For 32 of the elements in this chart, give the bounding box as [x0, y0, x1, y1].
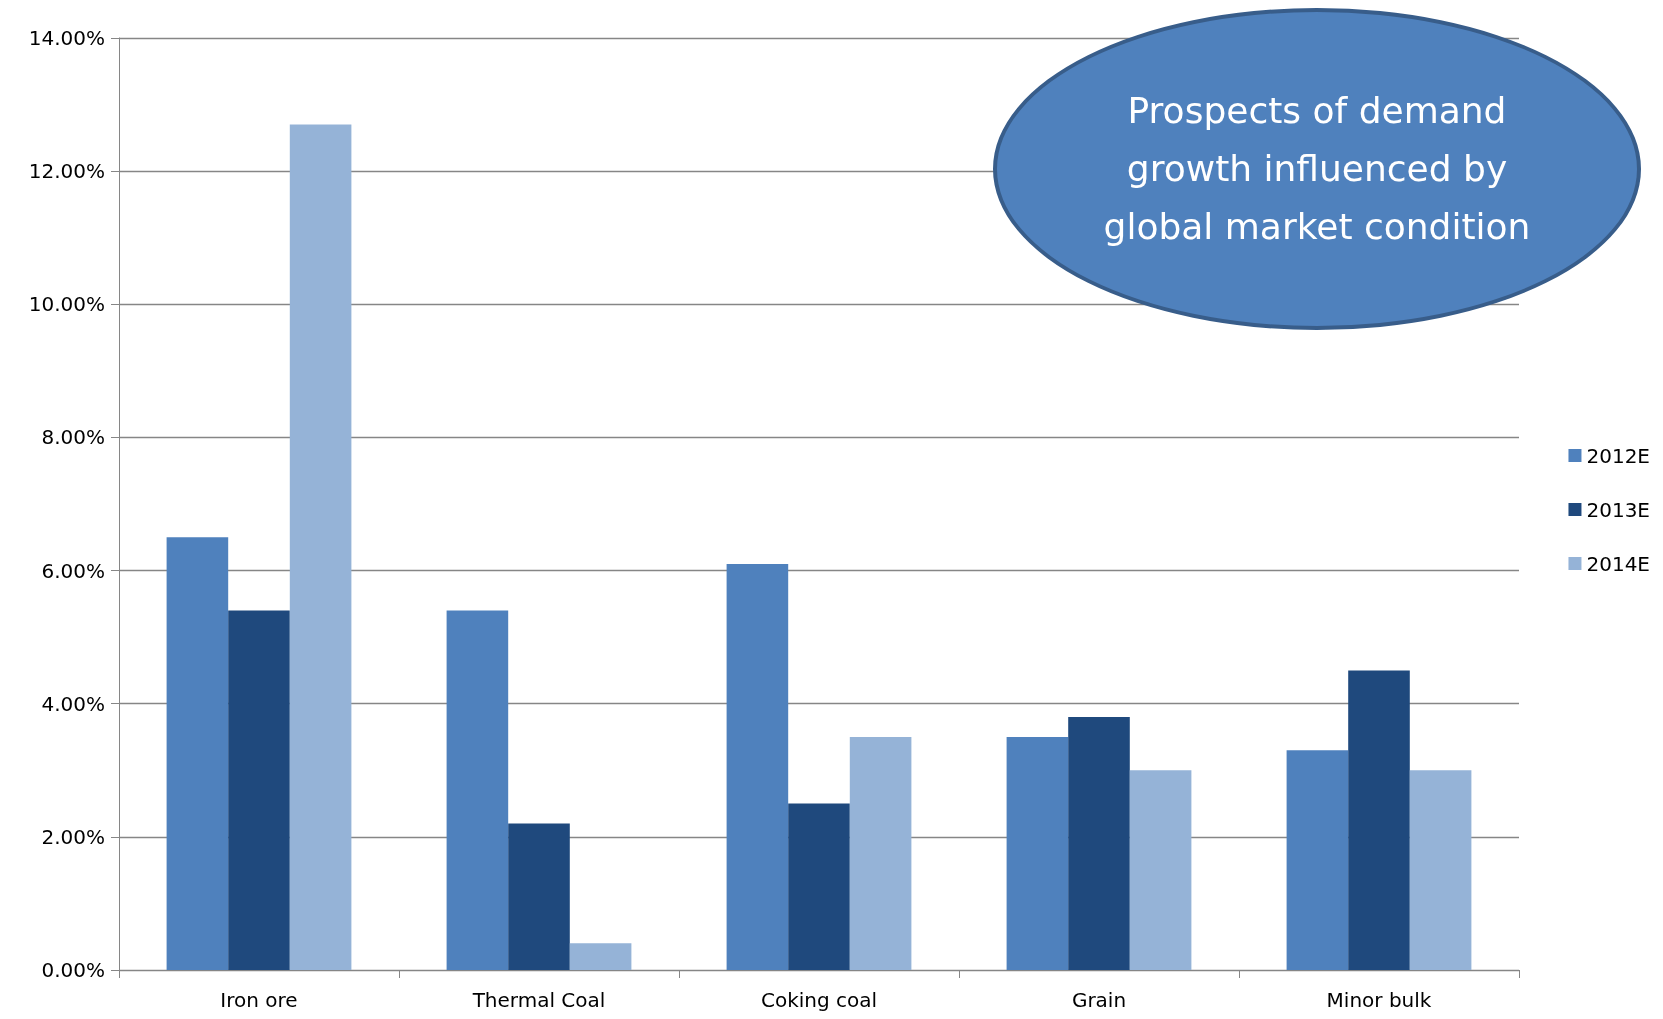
bar	[289, 124, 352, 970]
bar	[788, 803, 850, 970]
x-tick-label: Minor bulk	[1326, 988, 1432, 1012]
y-tick-label: 8.00%	[41, 425, 105, 450]
x-tick-label: Coking coal	[760, 988, 878, 1012]
x-tick-label: Iron ore	[220, 988, 298, 1012]
bar	[849, 737, 912, 970]
bar	[508, 823, 570, 970]
bar	[1129, 770, 1192, 970]
x-tick-label: Thermal Coal	[471, 988, 606, 1012]
oval-callout: Prospects of demand growth influenced by global market condition	[993, 8, 1641, 330]
y-tick-label: 12.00%	[28, 159, 105, 184]
y-tick-label: 6.00%	[41, 558, 105, 583]
bar	[1348, 670, 1410, 970]
bar	[726, 563, 789, 970]
y-tick-label: 10.00%	[28, 292, 105, 317]
bar	[1286, 750, 1349, 970]
bar	[228, 610, 290, 970]
bar	[569, 943, 632, 970]
x-tick-label: Grain	[1071, 988, 1127, 1012]
bar	[1409, 770, 1472, 970]
legend-label: 2012E	[1586, 443, 1651, 468]
y-tick-label: 0.00%	[41, 958, 105, 982]
bar	[166, 537, 229, 970]
y-tick-label: 4.00%	[41, 691, 105, 716]
bar	[1068, 717, 1130, 970]
legend-label: 2014E	[1586, 551, 1651, 576]
legend-label: 2013E	[1586, 497, 1651, 522]
y-tick-label: 2.00%	[41, 824, 105, 849]
bar	[446, 610, 509, 970]
y-tick-label: 14.00%	[28, 26, 105, 50]
bar	[1006, 737, 1069, 970]
